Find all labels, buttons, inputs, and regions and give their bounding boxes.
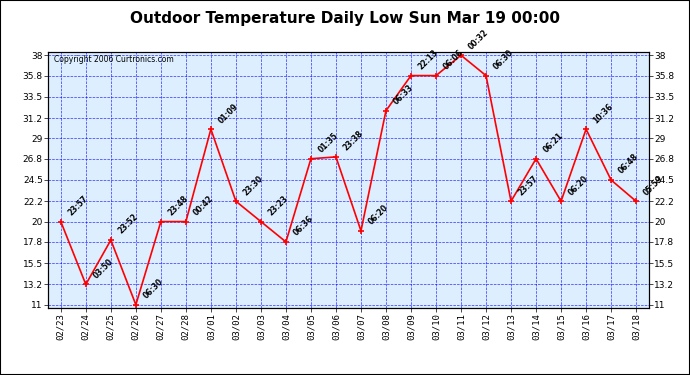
Text: 01:09: 01:09 bbox=[217, 102, 240, 125]
Text: 23:30: 23:30 bbox=[241, 174, 265, 197]
Text: 06:33: 06:33 bbox=[391, 83, 415, 106]
Text: 22:13: 22:13 bbox=[417, 48, 440, 71]
Text: 01:35: 01:35 bbox=[317, 131, 339, 154]
Text: 23:52: 23:52 bbox=[117, 213, 139, 236]
Text: 23:38: 23:38 bbox=[342, 129, 365, 153]
Text: 06:30: 06:30 bbox=[141, 277, 165, 300]
Text: 06:30: 06:30 bbox=[491, 48, 515, 71]
Text: 00:32: 00:32 bbox=[466, 28, 490, 51]
Text: 23:57: 23:57 bbox=[517, 174, 540, 197]
Text: Outdoor Temperature Daily Low Sun Mar 19 00:00: Outdoor Temperature Daily Low Sun Mar 19… bbox=[130, 11, 560, 26]
Text: Copyright 2006 Curtronics.com: Copyright 2006 Curtronics.com bbox=[55, 55, 174, 64]
Text: 03:50: 03:50 bbox=[91, 257, 115, 280]
Text: 23:23: 23:23 bbox=[266, 194, 290, 217]
Text: 10:36: 10:36 bbox=[591, 102, 615, 125]
Text: 06:20: 06:20 bbox=[566, 174, 590, 197]
Text: 06:21: 06:21 bbox=[542, 131, 565, 154]
Text: 05:59: 05:59 bbox=[642, 174, 665, 197]
Text: 06:20: 06:20 bbox=[366, 203, 390, 226]
Text: 23:48: 23:48 bbox=[166, 194, 190, 217]
Text: 06:06: 06:06 bbox=[442, 48, 465, 71]
Text: 23:57: 23:57 bbox=[66, 194, 90, 217]
Text: 06:36: 06:36 bbox=[291, 214, 315, 238]
Text: 06:48: 06:48 bbox=[617, 152, 640, 176]
Text: 00:42: 00:42 bbox=[191, 194, 215, 217]
